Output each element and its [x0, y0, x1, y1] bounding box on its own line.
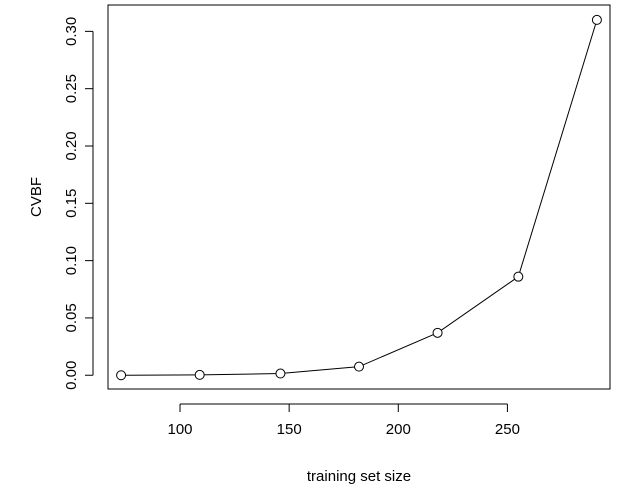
data-point [432, 327, 443, 338]
series-points [116, 14, 602, 381]
data-point [354, 361, 364, 372]
x-tick-label: 150 [277, 421, 302, 438]
data-point [116, 370, 127, 381]
y-tick-label: 0.10 [63, 246, 80, 275]
y-tick-label: 0.00 [63, 361, 80, 390]
y-tick-label: 0.20 [63, 131, 80, 160]
data-point [275, 368, 286, 379]
x-tick-label: 250 [495, 421, 520, 438]
y-axis: 0.00 0.05 0.10 0.15 0.20 0.25 0.30 [63, 17, 94, 390]
y-tick-label: 0.30 [63, 17, 80, 46]
x-axis: 100 150 200 250 [168, 403, 520, 438]
data-point [591, 14, 602, 25]
x-tick-label: 200 [386, 421, 411, 438]
y-tick-label: 0.05 [63, 303, 80, 332]
y-tick-label: 0.25 [63, 74, 80, 103]
plot-frame [107, 4, 611, 390]
y-axis-title: CVBF [28, 177, 45, 217]
x-tick-label: 100 [168, 421, 193, 438]
data-point [513, 271, 524, 282]
x-axis-title: training set size [307, 468, 411, 485]
data-point [194, 369, 205, 380]
series-line [121, 19, 598, 376]
y-tick-label: 0.15 [63, 189, 80, 218]
